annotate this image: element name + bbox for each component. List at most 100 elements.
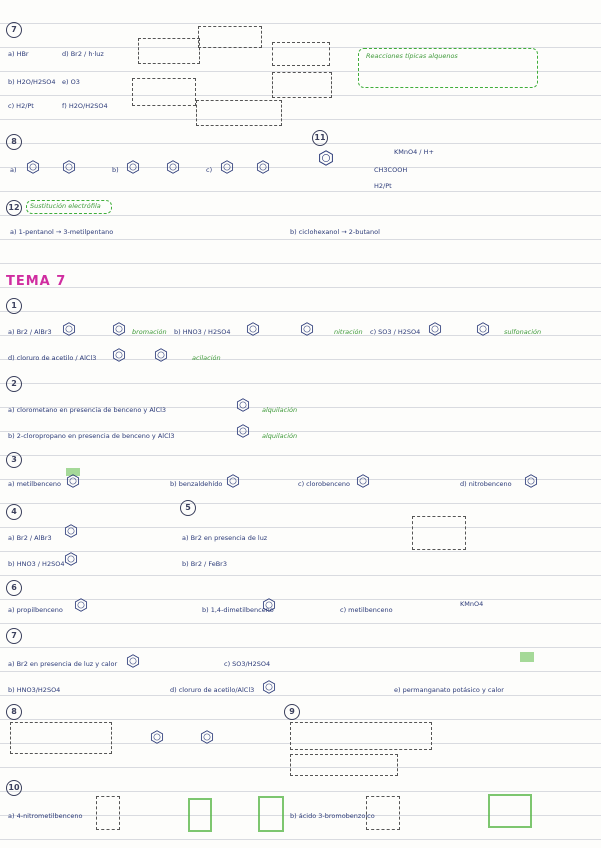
item: c) SO3 / H2SO4 [370,328,421,336]
section-number: 12 [6,200,22,216]
box [132,78,196,106]
box [96,796,120,830]
benzene [300,322,314,336]
reaction-type: acilación [192,354,221,362]
highlight [488,794,532,828]
item: b) H2O/H2SO4 [8,78,56,86]
item: c) metilbenceno [340,606,393,614]
benzene [262,680,276,694]
note: Sustitución electrófila [30,202,101,210]
box [412,516,466,550]
note-box [358,48,538,88]
benzene [246,322,260,336]
item: d) nitrobenceno [460,480,512,488]
box [290,722,432,750]
benzene [356,474,370,488]
note-box [26,200,112,214]
section-number: 3 [6,452,22,468]
box [10,722,112,754]
section-number: 6 [6,580,22,596]
section-number: 7 [6,22,22,38]
box [290,754,398,776]
item: a) Br2 en presencia de luz y calor [8,660,118,668]
box [198,26,262,48]
item: d) cloruro de acetilo / AlCl3 [8,354,97,362]
note: Reacciones típicas alquenos [366,52,458,60]
reaction-type: alquilación [262,406,298,414]
box [366,796,400,830]
highlight [66,468,80,476]
benzene [74,598,88,612]
benzene [64,524,78,538]
item: b) HNO3/H2SO4 [8,686,61,694]
reaction-type: alquilación [262,432,298,440]
section-number: 8 [6,134,22,150]
benzene [256,160,270,174]
item: f) H2O/H2SO4 [62,102,108,110]
reagent: KMnO4 [460,600,484,608]
reaction-type: nitración [334,328,363,336]
reagent: H2/Pt [374,182,392,190]
reagent: KMnO4 / H+ [394,148,434,156]
item: e) permanganato potásico y calor [394,686,504,694]
item: b) [112,166,119,174]
reaction-type: sulfonación [504,328,542,336]
item: c) SO3/H2SO4 [224,660,271,668]
highlight [258,796,284,832]
benzene [62,160,76,174]
item: a) propilbenceno [8,606,63,614]
section-number: 8 [6,704,22,720]
section-number: 10 [6,780,22,796]
benzene [262,598,276,612]
benzene [112,322,126,336]
box [272,72,332,98]
item: b) 1,4-dimetilbenceno [202,606,274,614]
benzene [524,474,538,488]
item: a) HBr [8,50,29,58]
item: c) clorobenceno [298,480,350,488]
benzene [476,322,490,336]
benzene [319,150,333,166]
item: d) cloruro de acetilo/AlCl3 [170,686,255,694]
heading: TEMA 7 [6,274,67,289]
benzene [200,730,214,744]
item: a) 1-pentanol → 3-metilpentano [10,228,114,236]
reaction-type: bromación [132,328,167,336]
benzene [166,160,180,174]
section-number: 11 [312,130,328,146]
item: a) Br2 / AlBr3 [8,534,52,542]
benzene [150,730,164,744]
benzene [26,160,40,174]
item: a) [10,166,17,174]
benzene [236,398,250,412]
item: a) clorometano en presencia de benceno y… [8,406,167,414]
item: a) 4-nitrometilbenceno [8,812,83,820]
reagent: CH3COOH [374,166,408,174]
section-number: 1 [6,298,22,314]
benzene [236,424,250,438]
item: a) Br2 en presencia de luz [182,534,268,542]
box [138,38,200,64]
item: b) 2-cloropropano en presencia de bencen… [8,432,175,440]
item: a) metilbenceno [8,480,61,488]
benzene [154,348,168,362]
item: e) O3 [62,78,80,86]
item: b) ciclohexanol → 2-butanol [290,228,380,236]
section-number: 4 [6,504,22,520]
item: c) H2/Pt [8,102,34,110]
box [196,100,282,126]
benzene [126,654,140,668]
item: b) HNO3 / H2SO4 [174,328,231,336]
section-number: 2 [6,376,22,392]
section-number: 7 [6,628,22,644]
benzene [220,160,234,174]
item: b) benzaldehído [170,480,223,488]
item: c) [206,166,213,174]
item: b) ácido 3-bromobenzoico [290,812,375,820]
item: b) HNO3 / H2SO4 [8,560,65,568]
highlight [188,798,212,832]
benzene [126,160,140,174]
box [272,42,330,66]
benzene [64,552,78,566]
